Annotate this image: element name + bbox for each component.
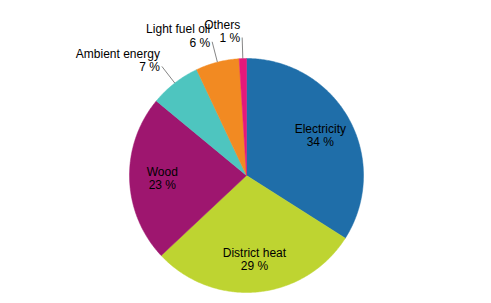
svg-text:Light fuel oil6 %: Light fuel oil6 % <box>146 22 210 49</box>
svg-text:Ambient energy7 %: Ambient energy7 % <box>76 47 160 74</box>
svg-text:Wood23 %: Wood23 % <box>147 165 178 192</box>
svg-text:Electricity34 %: Electricity34 % <box>295 122 346 149</box>
svg-text:District heat29 %: District heat29 % <box>223 246 287 273</box>
svg-text:Others1 %: Others1 % <box>204 18 240 45</box>
